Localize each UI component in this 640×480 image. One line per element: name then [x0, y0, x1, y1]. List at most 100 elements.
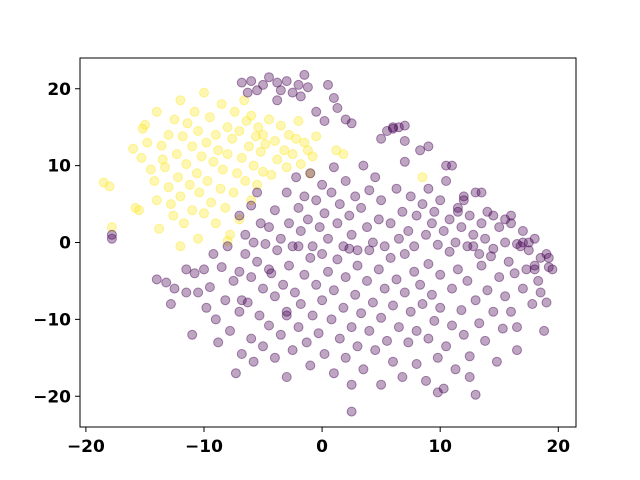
data-point-series-1 [435, 195, 446, 206]
data-point-series-1 [264, 222, 274, 233]
data-point-series-1 [201, 302, 212, 313]
data-point-series-1 [415, 145, 426, 156]
data-point-series-1 [385, 252, 396, 263]
data-point-series-1 [468, 241, 479, 252]
data-point-series-1 [482, 206, 493, 217]
data-point-series-1 [323, 233, 333, 244]
data-point-series-0 [284, 129, 294, 140]
data-point-series-0 [241, 116, 252, 126]
data-point-series-1 [281, 306, 292, 317]
data-point-series-1 [228, 275, 239, 286]
data-point-series-1 [287, 241, 298, 252]
data-point-series-1 [287, 87, 298, 98]
data-point-series-0 [253, 122, 264, 133]
data-point-series-0 [168, 210, 179, 221]
data-point-series-1 [456, 305, 467, 316]
data-point-series-1 [376, 312, 387, 323]
data-point-series-0 [145, 164, 156, 175]
data-point-series-1 [547, 264, 558, 275]
data-point-series-1 [517, 283, 528, 294]
data-point-series-1 [373, 264, 384, 275]
data-point-series-1 [535, 252, 546, 263]
data-point-series-0 [142, 137, 153, 148]
data-point-series-1 [346, 229, 357, 240]
data-point-series-0 [213, 145, 224, 156]
data-point-series-1 [350, 191, 361, 202]
data-point-series-1 [447, 160, 457, 171]
data-point-series-1 [281, 310, 292, 321]
data-point-series-1 [429, 315, 440, 326]
data-point-series-1 [543, 262, 554, 273]
data-point-series-1 [500, 214, 511, 225]
data-point-series-1 [399, 249, 410, 259]
x-tick-label: 0 [316, 437, 328, 457]
data-point-series-1 [230, 368, 241, 379]
data-point-series-1 [246, 272, 257, 283]
data-point-series-1 [435, 302, 446, 313]
data-point-series-1 [264, 320, 274, 331]
data-point-series-1 [494, 272, 505, 283]
data-point-series-1 [189, 268, 200, 279]
data-point-series-1 [362, 275, 372, 286]
data-point-series-0 [210, 218, 221, 229]
data-point-series-0 [216, 99, 227, 110]
data-point-series-1 [295, 226, 306, 236]
data-point-series-0 [184, 179, 195, 190]
data-point-series-1 [236, 77, 247, 88]
data-point-series-1 [181, 287, 192, 298]
data-point-series-0 [222, 149, 233, 160]
data-point-series-1 [506, 210, 516, 221]
data-point-series-1 [199, 264, 209, 275]
data-point-series-1 [332, 254, 343, 265]
data-point-series-1 [411, 210, 422, 221]
data-point-series-0 [264, 114, 274, 125]
data-point-series-1 [213, 337, 224, 348]
data-point-series-0 [246, 110, 257, 121]
data-point-series-1 [388, 300, 398, 311]
data-point-series-1 [151, 274, 162, 285]
points-layer [98, 69, 558, 417]
data-point-series-1 [417, 299, 428, 309]
data-point-series-1 [385, 218, 396, 229]
data-point-series-1 [470, 295, 481, 306]
data-point-series-0 [137, 123, 148, 134]
data-point-series-1 [284, 260, 294, 271]
data-point-series-0 [169, 114, 180, 125]
data-point-series-1 [529, 233, 540, 244]
data-point-series-1 [302, 82, 313, 93]
data-point-series-1 [334, 333, 345, 344]
data-point-series-1 [358, 160, 369, 171]
y-tick-label: 0 [59, 234, 71, 254]
data-point-series-1 [281, 372, 292, 382]
data-point-series-0 [252, 179, 263, 190]
data-point-series-1 [539, 325, 550, 336]
data-point-series-0 [210, 129, 221, 140]
data-point-series-0 [187, 141, 198, 152]
data-point-series-1 [287, 345, 298, 356]
data-point-series-1 [529, 260, 540, 271]
data-point-series-1 [260, 239, 271, 249]
data-point-series-1 [340, 114, 351, 125]
data-point-series-1 [364, 185, 375, 196]
data-point-series-1 [370, 345, 381, 356]
data-point-series-1 [314, 222, 325, 233]
data-point-series-1 [488, 210, 499, 221]
data-point-series-1 [307, 241, 318, 252]
data-point-series-1 [295, 299, 306, 309]
data-point-series-1 [269, 291, 280, 302]
data-point-series-0 [291, 133, 302, 144]
data-point-series-1 [474, 249, 485, 259]
data-point-series-0 [130, 202, 141, 213]
data-point-series-0 [149, 176, 160, 186]
data-point-series-1 [305, 168, 316, 179]
data-point-series-1 [452, 202, 463, 213]
data-point-series-1 [370, 172, 381, 183]
data-point-series-1 [444, 246, 455, 257]
data-point-series-1 [246, 76, 257, 87]
data-point-series-1 [426, 218, 437, 229]
x-tick-label: 20 [546, 437, 570, 457]
data-point-series-1 [447, 283, 457, 294]
data-point-series-1 [515, 241, 526, 252]
data-point-series-1 [293, 79, 304, 90]
